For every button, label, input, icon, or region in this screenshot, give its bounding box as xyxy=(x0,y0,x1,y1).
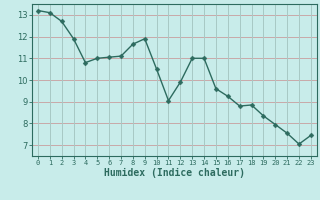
X-axis label: Humidex (Indice chaleur): Humidex (Indice chaleur) xyxy=(104,168,245,178)
